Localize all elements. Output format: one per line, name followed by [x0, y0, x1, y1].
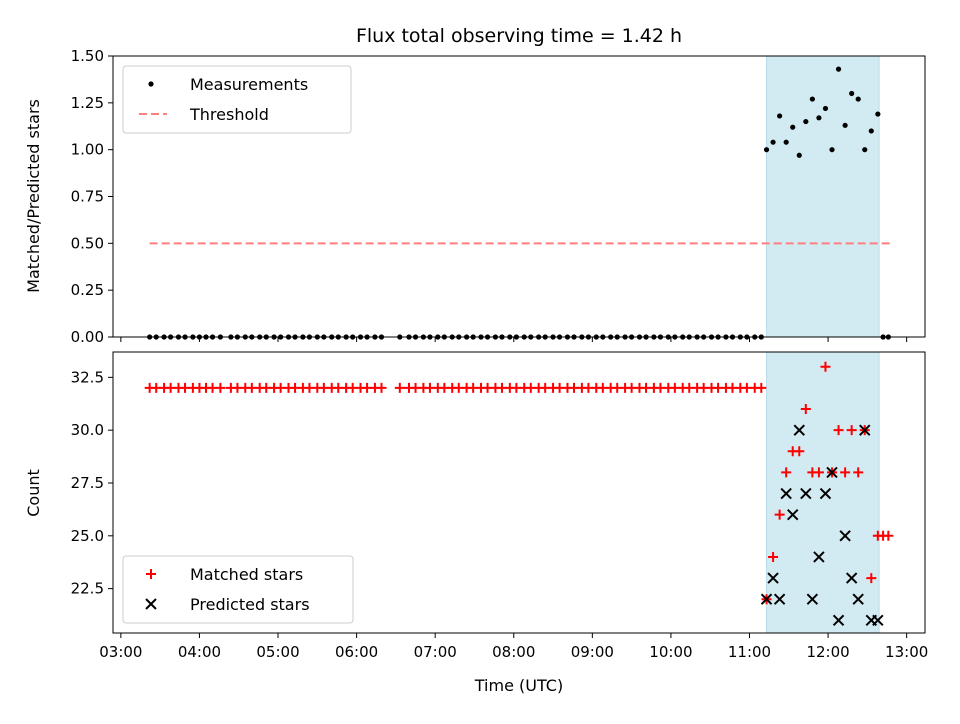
- predicted-star-point: [826, 466, 838, 479]
- y-tick-label: 25.0: [71, 527, 104, 545]
- matched-star-point: [866, 573, 877, 584]
- y-tick-label: 0.00: [71, 328, 104, 346]
- measurement-point: [842, 122, 848, 128]
- measurement-point: [868, 128, 874, 134]
- predicted-star-point: [780, 487, 792, 500]
- bottom-panel: 22.5 25.0 27.5 30.0 32.5 03:00 04:00 05:00 06:00…: [71, 351, 928, 661]
- top-panel: 0.00 0.25 0.50 0.75 1.00 1.25 1.50 Measurements…: [71, 47, 926, 346]
- legend-label: Matched stars: [190, 565, 303, 584]
- x-tick-label: 03:00: [99, 643, 142, 661]
- measurement-point: [763, 147, 770, 153]
- measurement-point: [816, 115, 822, 121]
- measurement-point: [777, 113, 783, 119]
- legend-box: [122, 65, 352, 134]
- x-tick-label: 12:00: [806, 643, 849, 661]
- matched-star-point: [768, 551, 779, 562]
- measurement-point: [770, 139, 776, 145]
- predicted-star-point: [760, 593, 773, 605]
- matched-star-point: [853, 467, 864, 478]
- predicted-star-point: [773, 593, 786, 605]
- legend-label: Predicted stars: [190, 595, 310, 614]
- measurement-point: [849, 90, 855, 97]
- legend: Matched stars Predicted stars: [122, 555, 354, 624]
- measurement-point: [796, 152, 802, 158]
- matched-star-point: [376, 382, 387, 393]
- measurement-point: [835, 66, 842, 72]
- measurement-point: [822, 105, 829, 112]
- y-tick-label: 27.5: [71, 474, 104, 492]
- legend-plus-marker: [146, 569, 156, 579]
- legend-label: Threshold: [189, 105, 269, 124]
- measurement-point: [803, 118, 809, 125]
- measurement-point: [783, 139, 789, 145]
- predicted-star-point: [806, 593, 819, 605]
- x-tick-label: 11:00: [728, 643, 771, 661]
- matched-star-point: [813, 467, 824, 478]
- measurement-point: [809, 96, 815, 102]
- y-tick-label: 1.25: [71, 94, 104, 112]
- legend-x-marker: [145, 598, 157, 610]
- plot-frame: [112, 351, 926, 634]
- predicted-star-point: [819, 487, 832, 500]
- x-tick-label: 07:00: [414, 643, 457, 661]
- measurement-point: [855, 96, 861, 102]
- measurement-point: [875, 111, 881, 117]
- matched-star-point: [794, 446, 805, 457]
- matched-star-point: [840, 467, 851, 478]
- matched-star-point: [800, 404, 811, 415]
- matched-star-point: [833, 425, 844, 436]
- predicted-star-point: [832, 614, 845, 627]
- y-tick-label: 0.25: [71, 281, 104, 299]
- y-tick-label: 30.0: [71, 421, 104, 439]
- legend: Measurements Threshold: [122, 65, 352, 134]
- predicted-star-point: [793, 424, 805, 436]
- shaded-span: [766, 351, 880, 634]
- matched-star-point: [883, 530, 894, 541]
- x-tick-label: 08:00: [492, 643, 535, 661]
- y-tick-label: 1.50: [71, 47, 104, 65]
- matched-star-point: [774, 509, 785, 520]
- predicted-star-point: [872, 614, 884, 627]
- measurement-point: [862, 147, 868, 153]
- legend-label: Measurements: [190, 75, 308, 94]
- measurement-point: [829, 147, 835, 153]
- x-tick-label: 05:00: [256, 643, 299, 661]
- y-tick-label: 0.75: [71, 188, 104, 206]
- predicted-star-point: [800, 487, 812, 500]
- matched-star-point: [394, 382, 405, 393]
- y-tick-label: 22.5: [71, 580, 104, 598]
- matched-star-point: [215, 382, 226, 393]
- predicted-star-point: [767, 572, 779, 584]
- measurement-point: [790, 124, 796, 130]
- x-tick-label: 09:00: [571, 643, 614, 661]
- x-tick-label: 06:00: [335, 643, 378, 661]
- bottom-y-axis-label: Count: [24, 469, 43, 517]
- y-tick-label: 1.00: [71, 141, 104, 159]
- matched-star-point: [781, 467, 792, 478]
- predicted-star-point: [845, 572, 858, 584]
- x-tick-label: 10:00: [649, 643, 692, 661]
- predicted-star-point: [839, 530, 851, 542]
- x-axis-label: Time (UTC): [474, 676, 563, 695]
- chart-title: Flux total observing time = 1.42 h: [356, 25, 682, 47]
- predicted-star-point: [813, 551, 825, 563]
- legend-box: [122, 555, 354, 624]
- y-tick-label: 0.50: [71, 234, 104, 252]
- predicted-star-point: [852, 593, 864, 605]
- predicted-star-point: [787, 508, 799, 521]
- shaded-span: [766, 55, 880, 338]
- y-tick-label: 32.5: [71, 368, 104, 386]
- matched-star-point: [846, 425, 857, 436]
- top-y-axis-label: Matched/Predicted stars: [24, 99, 43, 293]
- legend-dot-marker: [148, 81, 154, 87]
- x-tick-label: 04:00: [178, 643, 221, 661]
- x-tick-label: 13:00: [885, 643, 928, 661]
- matched-star-point: [756, 382, 767, 393]
- matched-star-point: [820, 361, 831, 372]
- predicted-star-point: [859, 424, 871, 436]
